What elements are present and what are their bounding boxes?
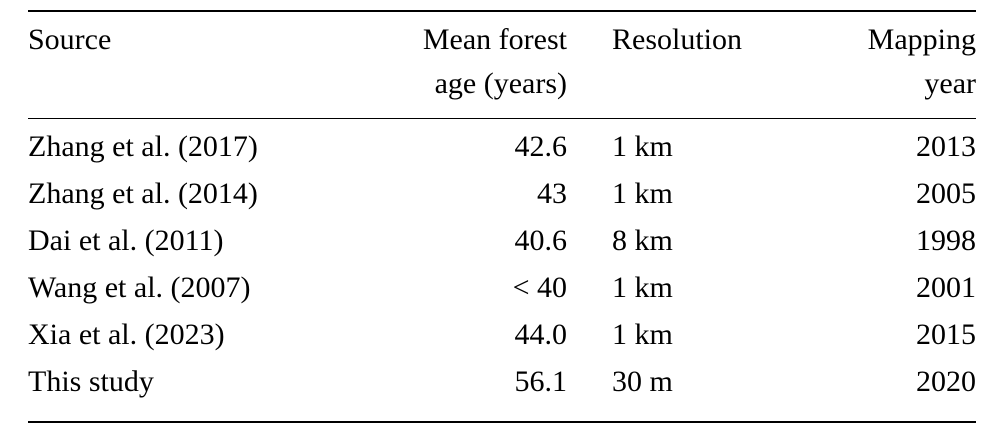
cell-year: 2020: [916, 365, 976, 398]
forest-age-comparison-table: Source Mean forest age (years) Resolutio…: [28, 10, 976, 423]
cell-year: 1998: [916, 224, 976, 257]
column-header-source: Source: [28, 11, 348, 119]
cell-year: 2013: [916, 130, 976, 163]
table-row: This study 56.1 30 m 2020: [28, 358, 976, 422]
cell-age: < 40: [512, 271, 567, 304]
cell-year: 2005: [916, 177, 976, 210]
cell-source: This study: [28, 365, 154, 398]
header-line: year: [924, 67, 976, 100]
cell-source: Zhang et al. (2014): [28, 177, 258, 210]
table-body: Zhang et al. (2017) 42.6 1 km 2013 Zhang…: [28, 119, 976, 423]
cell-resolution: 1 km: [612, 318, 673, 351]
header-line: age (years): [434, 67, 567, 100]
header-line: Mapping: [867, 23, 976, 56]
cell-age: 44.0: [514, 318, 568, 351]
cell-age: 56.1: [514, 365, 568, 398]
table-row: Zhang et al. (2017) 42.6 1 km 2013: [28, 119, 976, 171]
table-row: Zhang et al. (2014) 43 1 km 2005: [28, 170, 976, 217]
cell-resolution: 30 m: [612, 365, 673, 398]
column-header-resolution: Resolution: [567, 11, 806, 119]
cell-age: 40.6: [514, 224, 568, 257]
column-header-mapping-year: Mapping year: [806, 11, 976, 119]
cell-source: Dai et al. (2011): [28, 224, 224, 257]
cell-resolution: 1 km: [612, 177, 673, 210]
table-header: Source Mean forest age (years) Resolutio…: [28, 11, 976, 119]
cell-year: 2015: [916, 318, 976, 351]
header-row: Source Mean forest age (years) Resolutio…: [28, 11, 976, 119]
cell-resolution: 1 km: [612, 130, 673, 163]
cell-source: Wang et al. (2007): [28, 271, 251, 304]
cell-age: 43: [537, 177, 567, 210]
header-line: Mean forest: [422, 23, 567, 56]
cell-source: Zhang et al. (2017): [28, 130, 258, 163]
cell-resolution: 8 km: [612, 224, 673, 257]
cell-age: 42.6: [514, 130, 568, 163]
table-row: Xia et al. (2023) 44.0 1 km 2015: [28, 311, 976, 358]
cell-year: 2001: [916, 271, 976, 304]
header-line: Source: [28, 23, 112, 56]
table-row: Wang et al. (2007) < 40 1 km 2001: [28, 264, 976, 311]
table-row: Dai et al. (2011) 40.6 8 km 1998: [28, 217, 976, 264]
cell-source: Xia et al. (2023): [28, 318, 225, 351]
header-line: Resolution: [612, 23, 743, 56]
cell-resolution: 1 km: [612, 271, 673, 304]
column-header-mean-forest-age: Mean forest age (years): [348, 11, 567, 119]
